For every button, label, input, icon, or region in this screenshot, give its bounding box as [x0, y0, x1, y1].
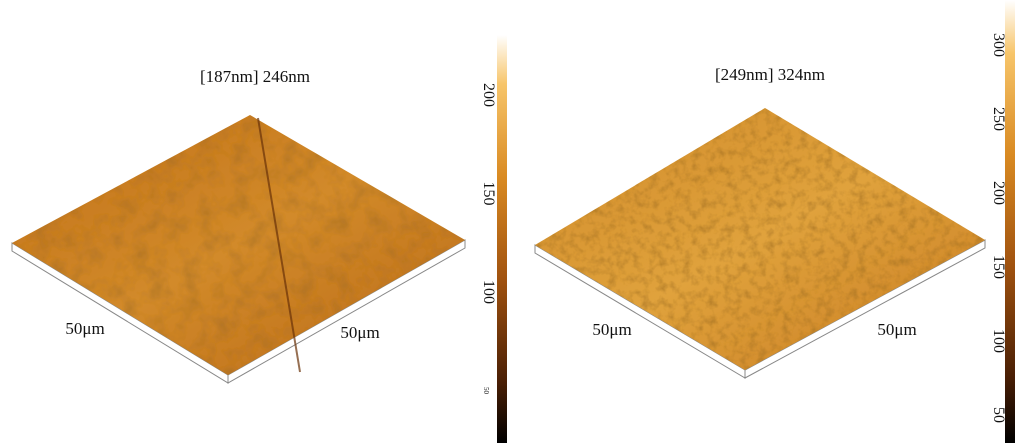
colorbar-left: [497, 35, 507, 443]
colorbar-tick-label: 100: [990, 329, 1007, 353]
colorbar-tick-label: 150: [990, 255, 1007, 279]
axis-label: 50μm: [592, 320, 631, 339]
colorbar-tick-label: 100: [480, 280, 497, 304]
colorbar-tick-label: 150: [480, 182, 497, 206]
panel-title: [187nm] 246nm: [200, 67, 310, 86]
colorbar-tick-label: 50: [482, 387, 490, 395]
panel-title: [249nm] 324nm: [715, 65, 825, 84]
colorbar-tick-label: 200: [990, 181, 1007, 205]
colorbar-tick-label: 250: [990, 107, 1007, 131]
colorbar-tick-label: 200: [480, 83, 497, 107]
surface-left: [12, 115, 465, 383]
axis-label: 50μm: [340, 323, 379, 342]
colorbar-right: [1005, 0, 1015, 443]
colorbar-tick-label: 50: [990, 407, 1007, 423]
axis-label: 50μm: [65, 319, 104, 338]
axis-label: 50μm: [877, 320, 916, 339]
figure: [187nm] 246nm [249nm] 324nm 50μm 50μm 50…: [0, 0, 1021, 443]
colorbar-tick-label: 300: [990, 33, 1007, 57]
